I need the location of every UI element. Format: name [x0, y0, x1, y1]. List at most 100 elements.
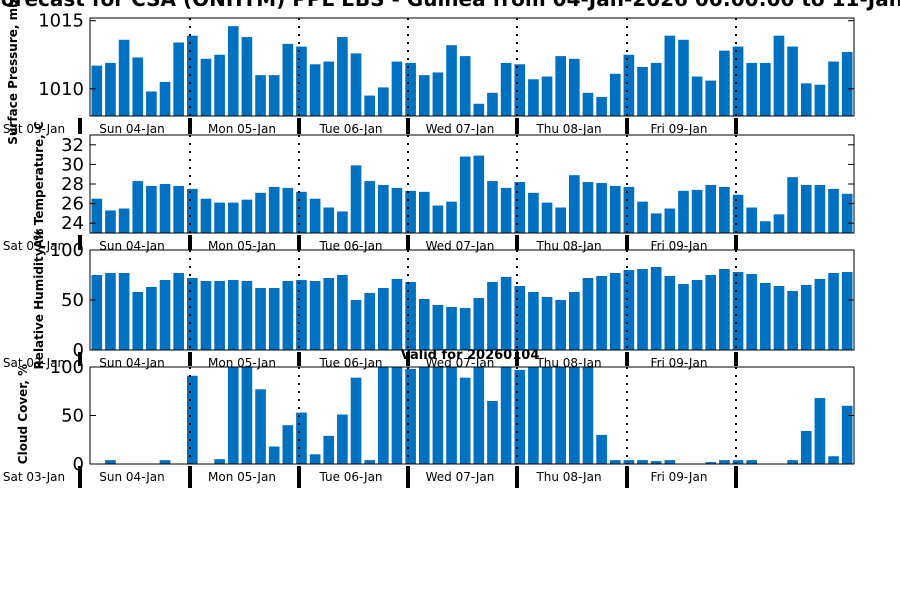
panel-3: 0 50 100 Relative Humidity, %Sat 03-Jan Sun …	[3, 229, 855, 370]
bar-p1-23	[405, 62, 416, 116]
bar-p4-7	[187, 375, 198, 464]
bar-p1-10	[227, 26, 239, 117]
bar-p2-47	[732, 194, 744, 233]
x-day-label: Tue 06-Jan	[318, 122, 382, 136]
bar-p2-39	[623, 186, 635, 233]
bar-p1-47	[732, 46, 744, 116]
bar-p1-8	[200, 58, 212, 116]
bar-p3-37	[596, 276, 607, 350]
bar-p2-6	[173, 185, 184, 233]
bar-p3-19	[350, 300, 362, 350]
bar-p4-9	[214, 459, 225, 464]
bar-p3-7	[187, 278, 198, 350]
bar-p4-20	[364, 460, 375, 464]
chart-title: Forecast for CSA (ONHTM) PPL EBS - Guine…	[0, 0, 900, 11]
bar-p3-21	[378, 288, 389, 350]
bar-p3-31	[514, 286, 526, 350]
bar-p2-55	[841, 193, 853, 233]
bar-p2-31	[514, 182, 526, 233]
bar-p2-49	[760, 221, 771, 233]
bar-p4-19	[350, 377, 362, 464]
bar-p3-13	[268, 288, 280, 350]
x-day-label: Tue 06-Jan	[318, 356, 382, 370]
bar-p3-12	[255, 288, 266, 350]
bar-p1-2	[118, 39, 130, 116]
bar-p3-4	[146, 287, 157, 350]
bar-p2-37	[596, 183, 607, 233]
bar-p1-21	[378, 87, 389, 116]
bar-p2-22	[391, 187, 403, 233]
y-axis-label: Cloud Cover, %	[16, 364, 30, 464]
bar-p1-49	[760, 62, 771, 116]
bar-p3-22	[391, 279, 403, 350]
bar-p4-24	[418, 367, 430, 464]
bar-p4-14	[282, 425, 294, 464]
bar-p4-36	[582, 367, 594, 464]
bar-p2-54	[828, 188, 839, 233]
bar-p4-17	[323, 435, 335, 464]
bar-p3-5	[159, 280, 171, 350]
bar-p2-27	[459, 156, 471, 233]
bar-p2-11	[241, 199, 253, 233]
bar-p2-4	[146, 185, 157, 233]
bar-p1-39	[623, 54, 635, 116]
bar-p1-34	[555, 56, 566, 116]
bar-p2-9	[214, 202, 225, 233]
bar-p4-41	[650, 461, 662, 464]
x-day-label: Mon 05-Jan	[208, 239, 276, 253]
bar-p3-0	[91, 275, 103, 350]
x-day-label: Thu 08-Jan	[535, 470, 601, 484]
bar-p4-15	[296, 412, 307, 464]
bar-p3-46	[719, 269, 730, 350]
x-day-label: Mon 05-Jan	[208, 122, 276, 136]
bar-p3-45	[705, 275, 717, 350]
x-day-label: Mon 05-Jan	[208, 470, 276, 484]
bar-p4-21	[378, 367, 389, 464]
bar-p2-53	[814, 184, 826, 233]
bar-p1-55	[841, 52, 853, 116]
bar-p4-25	[432, 367, 444, 464]
bar-p4-12	[255, 389, 266, 464]
bar-p4-42	[664, 460, 676, 464]
bar-p3-50	[773, 286, 785, 350]
bar-p2-15	[296, 191, 307, 233]
bar-p1-11	[241, 37, 253, 117]
bar-p1-40	[637, 67, 648, 116]
bar-p2-10	[227, 202, 239, 233]
bar-p4-51	[787, 460, 798, 464]
bar-p3-47	[732, 272, 744, 350]
bar-p2-28	[473, 155, 485, 233]
y-axis-label: Relative Humidity, %	[32, 229, 46, 370]
bar-p3-38	[609, 273, 621, 350]
ytick-label: 24	[61, 213, 84, 234]
bar-p1-19	[350, 53, 362, 116]
bar-p1-48	[746, 62, 757, 116]
ytick-label: 50	[61, 406, 84, 427]
bar-p4-38	[609, 460, 621, 464]
bar-p2-46	[719, 186, 730, 233]
ytick-label: 1015	[38, 11, 84, 32]
bar-p2-29	[487, 181, 498, 233]
bar-p3-8	[200, 281, 212, 350]
bar-p2-8	[200, 198, 212, 233]
bar-p1-53	[814, 84, 826, 116]
bar-p4-23	[405, 368, 416, 464]
x-day-label: Sun 04-Jan	[99, 356, 164, 370]
bar-p1-54	[828, 61, 839, 116]
bar-p2-23	[405, 190, 416, 233]
ytick-label: 28	[61, 174, 84, 195]
bar-p1-5	[159, 81, 171, 116]
bar-p3-27	[459, 308, 471, 350]
x-day-label: Wed 07-Jan	[426, 122, 495, 136]
ytick-label: 50	[61, 290, 84, 311]
bar-p3-17	[323, 278, 335, 350]
bar-p1-42	[664, 35, 676, 116]
bar-p3-18	[337, 275, 348, 350]
bar-p3-28	[473, 298, 485, 350]
bar-p3-55	[841, 272, 853, 350]
bar-p4-1	[105, 460, 116, 464]
ytick-label: 1010	[38, 79, 84, 100]
bar-p3-41	[650, 267, 662, 350]
